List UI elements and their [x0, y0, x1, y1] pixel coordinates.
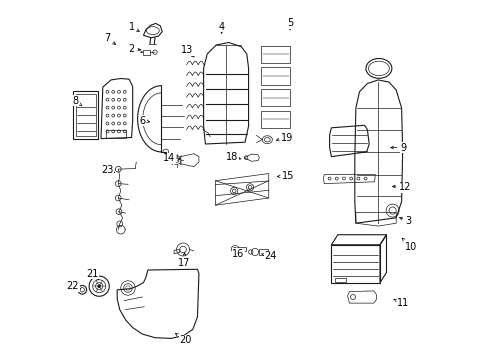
Text: 4: 4 [219, 22, 224, 33]
Text: 24: 24 [262, 251, 277, 261]
Text: 13: 13 [181, 45, 194, 57]
Text: 11: 11 [394, 298, 410, 308]
Circle shape [98, 285, 100, 288]
Text: 18: 18 [226, 152, 241, 162]
Text: 12: 12 [392, 182, 412, 192]
Text: 22: 22 [67, 281, 80, 291]
Text: 10: 10 [402, 238, 416, 252]
Text: 7: 7 [104, 33, 116, 45]
Text: 20: 20 [175, 333, 192, 345]
Text: 2: 2 [128, 44, 141, 54]
Text: 19: 19 [276, 132, 294, 143]
Text: 1: 1 [128, 22, 139, 32]
Text: 5: 5 [287, 18, 293, 30]
Text: 9: 9 [391, 143, 407, 153]
Text: 8: 8 [73, 96, 82, 106]
Text: 16: 16 [232, 247, 245, 259]
Text: 17: 17 [178, 253, 191, 268]
Text: 6: 6 [139, 116, 150, 126]
Text: 3: 3 [399, 216, 412, 226]
Text: 14: 14 [163, 153, 180, 163]
Text: 23: 23 [101, 165, 115, 175]
Text: 21: 21 [86, 269, 98, 280]
Text: 15: 15 [277, 171, 294, 181]
